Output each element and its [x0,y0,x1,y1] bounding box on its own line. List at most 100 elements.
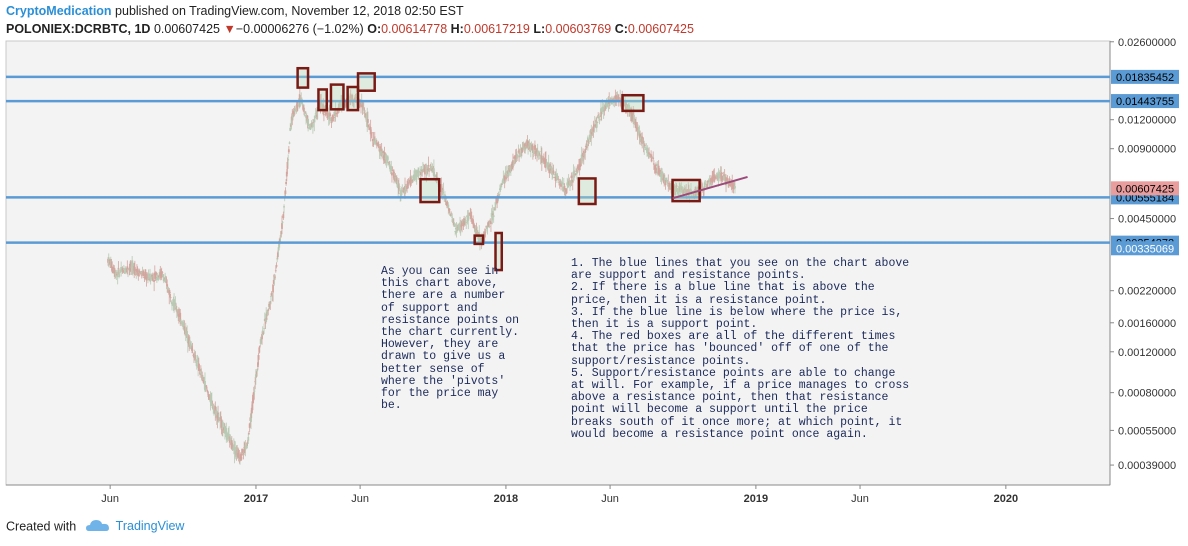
candle-body [600,108,602,116]
close-label: C: [614,22,628,36]
left-annotation-note: As you can see in this chart above, ther… [381,265,520,413]
candle-body [637,130,639,132]
candle-body [294,109,296,112]
candle-body [182,324,185,326]
level-axis-label: 0.00335069 [1116,243,1174,255]
bounce-box[interactable] [296,66,310,89]
candle-body [345,99,347,107]
candle-body [276,252,279,257]
level-axis-label: 0.01835452 [1116,72,1174,84]
symbol-label: POLONIEX:DCRBTC, 1D [6,22,151,36]
x-tick-label: 2020 [994,493,1018,505]
candle-body [454,231,457,232]
candle-body [488,225,491,227]
tradingview-cloud-icon[interactable] [85,519,110,535]
bounce-box[interactable] [329,83,345,111]
candle-body [600,112,603,114]
candle-body [335,112,338,115]
candle-body [679,187,681,192]
candle-body [391,172,393,176]
candle-body [244,445,247,450]
candle-body [252,397,255,404]
candle-body [520,153,523,154]
candle-body [592,126,595,132]
bounce-box[interactable] [577,177,597,206]
candle-body [138,271,141,273]
bounce-box[interactable] [621,93,645,113]
candle-body [214,406,217,415]
candle-body [708,179,711,182]
candle-body [570,175,573,178]
candle-body [490,222,492,225]
author-link[interactable]: CryptoMedication [6,4,112,18]
tradingview-link[interactable]: TradingView [115,519,185,534]
y-tick-label: 0.00900000 [1118,144,1176,156]
bounce-box[interactable] [419,177,441,204]
candle-body [467,215,470,221]
candle-body [272,279,275,284]
candle-body [732,184,735,190]
candle-body [706,184,709,187]
bounce-box[interactable] [494,231,504,272]
candle-body [360,103,362,108]
candle-body [130,266,133,268]
candle-body [553,173,556,175]
candle-body [381,151,384,156]
candle-body [190,344,193,349]
candle-body [635,121,637,129]
candle-body [427,164,430,167]
plot-area[interactable] [5,40,1111,486]
level-axis-label-bg [1111,94,1179,109]
candle-body [492,215,495,217]
candle-body [676,188,679,191]
candle-body [248,433,250,435]
candle-body [415,170,418,177]
candle-body [164,279,167,282]
candle-body [557,178,560,180]
candle-body [188,340,191,345]
candle-body [351,98,354,101]
bounce-box[interactable] [473,234,485,246]
candle-body [169,297,172,299]
bounce-box[interactable] [317,88,329,112]
candle-body [374,140,377,145]
candle-body [470,218,473,220]
candle-body [435,174,437,177]
candle-body [176,312,179,314]
candle-body [505,176,507,180]
candle-body [575,172,578,175]
x-tick-label: Jun [351,493,369,505]
candle-body [614,95,617,103]
candle-body [556,175,558,180]
candle-body [320,100,323,106]
candle-body [633,118,636,121]
candle-body [688,189,690,195]
candle-body [532,150,535,155]
candle-body [127,269,130,271]
publish-header: CryptoMedication published on TradingVie… [6,4,464,18]
candle-body [704,183,707,185]
candle-body [650,160,653,162]
ticker-bar: POLONIEX:DCRBTC, 1D 0.00607425 ▼−0.00006… [6,22,694,36]
candle-body [656,163,659,167]
candle-body [413,174,416,181]
candle-body [432,168,435,177]
bounce-box[interactable] [356,72,376,92]
candle-body [386,162,389,164]
trend-line[interactable] [672,175,748,200]
candle-body [443,194,446,196]
candle-body [645,147,648,149]
candle-body [312,123,314,128]
bounce-box[interactable] [346,85,360,112]
candle-body [166,286,169,290]
candle-body [441,192,444,196]
candle-body [257,362,259,367]
candle-body [362,106,364,108]
candle-body [268,304,270,307]
candle-body [184,328,187,334]
candle-body [576,166,579,169]
candle-body [595,119,598,123]
candle-body [401,189,404,191]
candle-body [390,166,393,171]
